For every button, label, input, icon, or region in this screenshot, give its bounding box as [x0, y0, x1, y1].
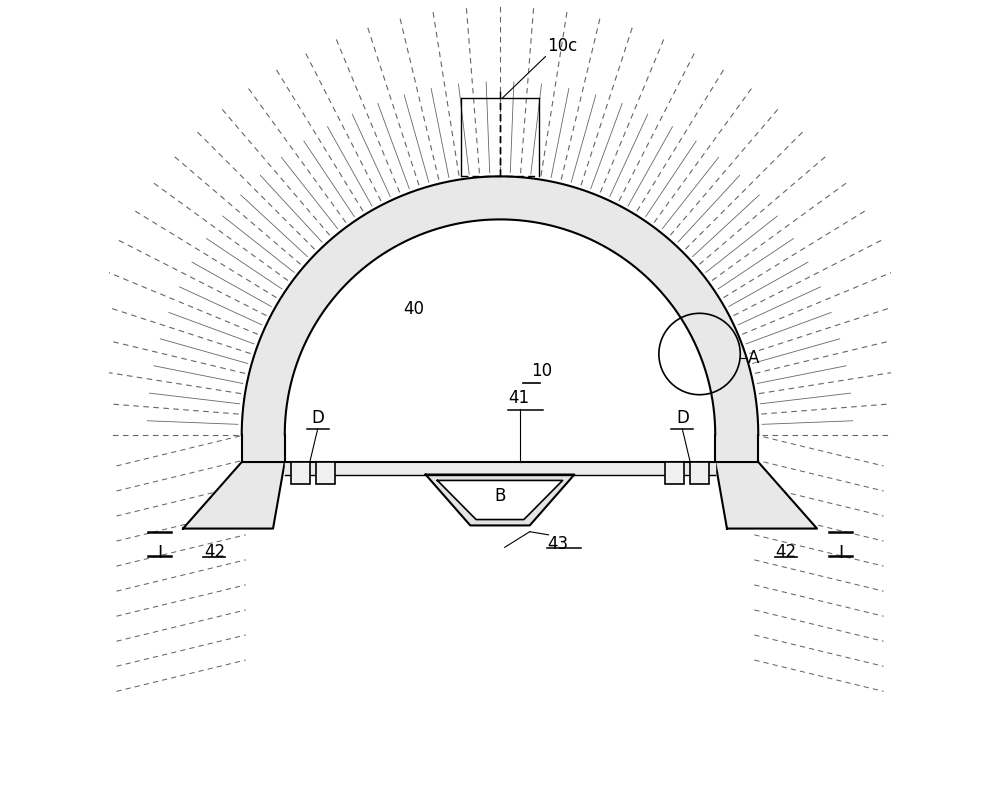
Polygon shape [437, 480, 563, 520]
Text: D: D [676, 409, 689, 427]
Polygon shape [285, 462, 715, 475]
Text: B: B [494, 487, 506, 505]
Text: D: D [311, 409, 324, 427]
Bar [665, 462, 684, 484]
Text: A: A [748, 349, 759, 367]
Text: 10c: 10c [547, 37, 577, 55]
Text: I: I [157, 544, 162, 562]
Bar [316, 462, 335, 484]
Bar [291, 462, 310, 484]
Text: 43: 43 [547, 535, 568, 553]
Polygon shape [242, 176, 758, 434]
Polygon shape [183, 462, 285, 528]
Polygon shape [715, 434, 758, 462]
Text: I: I [838, 544, 843, 562]
Polygon shape [242, 434, 285, 462]
Polygon shape [426, 475, 574, 525]
Bar [690, 462, 709, 484]
Text: 42: 42 [775, 543, 796, 561]
Text: 41: 41 [508, 389, 529, 407]
Text: 10: 10 [531, 361, 552, 380]
Polygon shape [715, 462, 817, 528]
Text: 40: 40 [403, 301, 424, 319]
Text: 42: 42 [204, 543, 225, 561]
